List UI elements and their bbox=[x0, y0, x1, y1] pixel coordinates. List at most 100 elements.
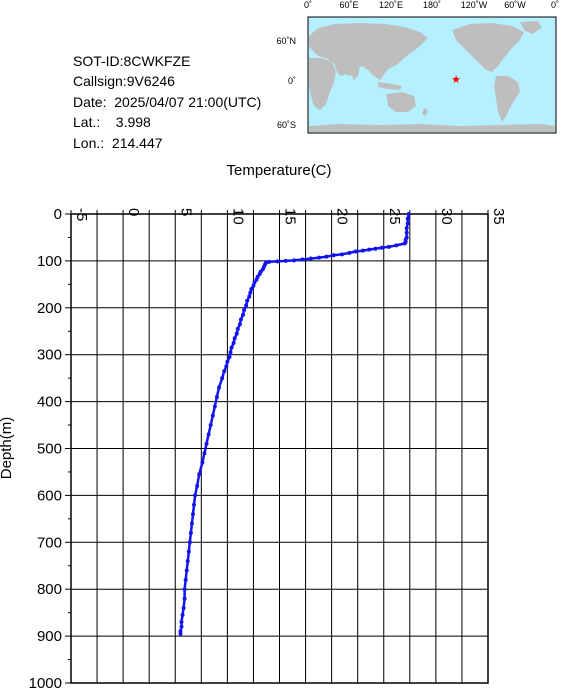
temperature-data-point bbox=[202, 451, 207, 456]
temperature-data-point bbox=[222, 369, 227, 374]
longitude-label: Lon.: 214.447 bbox=[73, 135, 163, 151]
temperature-data-point bbox=[405, 216, 410, 221]
map-lat-label: 60˚S bbox=[277, 120, 296, 130]
temperature-data-point bbox=[229, 345, 234, 350]
y-tick-label: 800 bbox=[37, 581, 62, 598]
temperature-data-point bbox=[234, 331, 239, 336]
land-africa bbox=[309, 58, 336, 110]
temperature-data-point bbox=[192, 502, 197, 507]
temperature-data-point bbox=[404, 230, 409, 235]
temperature-data-point bbox=[292, 258, 297, 263]
temperature-data-point bbox=[405, 221, 410, 226]
temperature-data-point bbox=[204, 441, 209, 446]
temperature-data-point bbox=[249, 287, 254, 292]
temperature-data-point bbox=[178, 631, 183, 636]
x-axis-title: Temperature(C) bbox=[226, 162, 331, 179]
y-tick-label: 100 bbox=[37, 253, 62, 270]
temperature-profile-series bbox=[178, 212, 411, 636]
temperature-data-point bbox=[195, 484, 200, 489]
temperature-data-point bbox=[241, 312, 246, 317]
x-tick-label: 25 bbox=[386, 208, 403, 225]
temperature-data-point bbox=[220, 376, 225, 381]
y-tick-label: 900 bbox=[37, 628, 62, 645]
temperature-data-point bbox=[186, 549, 191, 554]
temperature-data-point bbox=[227, 355, 232, 360]
temperature-data-point bbox=[340, 252, 345, 257]
sot-id-label: SOT-ID:8CWKFZE bbox=[73, 53, 191, 69]
x-tick-label: 30 bbox=[438, 208, 455, 225]
temperature-data-point bbox=[324, 254, 329, 259]
map-lon-label: 180˚ bbox=[423, 0, 441, 10]
map-lon-label: 0˚ bbox=[304, 0, 312, 10]
temperature-data-point bbox=[181, 605, 186, 610]
temperature-data-point bbox=[231, 340, 236, 345]
date-label: Date: 2025/04/07 21:00(UTC) bbox=[73, 94, 262, 110]
temperature-data-point bbox=[235, 326, 240, 331]
temperature-data-point bbox=[353, 249, 358, 254]
y-tick-label: 200 bbox=[37, 300, 62, 317]
temperature-data-point bbox=[406, 212, 411, 216]
temperature-data-point bbox=[179, 624, 184, 629]
temperature-data-point bbox=[193, 493, 198, 498]
temperature-data-point bbox=[228, 350, 233, 355]
temperature-data-point bbox=[275, 259, 280, 264]
land-north-america bbox=[452, 23, 524, 72]
map-lon-label: 120˚W bbox=[461, 0, 488, 10]
temperature-data-point bbox=[179, 620, 184, 625]
world-map: 0˚ 60˚E 120˚E 180˚ 120˚W 60˚W 0˚ 60˚N 0˚… bbox=[276, 0, 559, 134]
y-tick-label: 500 bbox=[37, 441, 62, 458]
temperature-data-point bbox=[217, 385, 222, 390]
x-tick-label: 35 bbox=[490, 208, 507, 225]
temperature-data-point bbox=[257, 272, 262, 277]
temperature-data-point bbox=[185, 559, 190, 564]
temperature-data-point bbox=[379, 245, 384, 250]
temperature-data-point bbox=[283, 258, 288, 263]
land-indonesia bbox=[378, 82, 402, 90]
temperature-data-point bbox=[394, 243, 399, 248]
temperature-data-point bbox=[373, 246, 378, 251]
temperature-data-point bbox=[214, 394, 219, 399]
temperature-data-point bbox=[331, 253, 336, 258]
map-lon-label: 60˚W bbox=[504, 0, 526, 10]
temperature-data-point bbox=[182, 587, 187, 592]
temperature-data-point bbox=[232, 336, 237, 341]
temperature-data-point bbox=[208, 423, 213, 428]
y-tick-label: 400 bbox=[37, 394, 62, 411]
land-arabia bbox=[334, 62, 346, 76]
map-land bbox=[309, 21, 555, 132]
y-tick-label: 0 bbox=[54, 206, 62, 223]
latitude-label: Lat.: 3.998 bbox=[73, 114, 151, 130]
temperature-data-point bbox=[245, 298, 250, 303]
y-tick-label: 700 bbox=[37, 534, 62, 551]
temperature-data-point bbox=[190, 512, 195, 517]
x-tick-label: 10 bbox=[229, 208, 246, 225]
temperature-data-point bbox=[386, 244, 391, 249]
temperature-data-point bbox=[188, 530, 193, 535]
temperature-data-point bbox=[210, 413, 215, 418]
map-lon-label: 60˚E bbox=[339, 0, 358, 10]
land-india bbox=[350, 66, 360, 80]
temperature-data-point bbox=[184, 568, 189, 573]
temperature-data-point bbox=[225, 359, 230, 364]
y-tick-label: 1000 bbox=[29, 675, 62, 690]
land-australia bbox=[386, 92, 416, 112]
callsign-label: Callsign:9V6246 bbox=[73, 73, 175, 89]
temperature-data-point bbox=[252, 280, 257, 285]
temperature-data-point bbox=[404, 226, 409, 231]
temperature-data-point bbox=[183, 577, 188, 582]
temperature-data-point bbox=[402, 241, 407, 246]
x-tick-label: -5 bbox=[73, 208, 90, 221]
temperature-data-point bbox=[367, 247, 372, 252]
map-lat-label: 60˚N bbox=[276, 36, 296, 46]
temperature-data-point bbox=[308, 256, 313, 261]
temperature-data-point bbox=[267, 259, 272, 264]
temperature-data-point bbox=[317, 255, 322, 260]
temperature-data-point bbox=[224, 364, 229, 369]
temperature-data-point bbox=[360, 248, 365, 253]
temperature-profile-line bbox=[179, 213, 411, 634]
x-tick-label: 0 bbox=[125, 208, 142, 216]
temperature-depth-plot: -5 0 5 10 15 20 25 30 35 0 100 200 300 400 500 600 700 8… bbox=[0, 162, 507, 690]
land-south-america bbox=[494, 76, 520, 122]
x-tick-label: 20 bbox=[334, 208, 351, 225]
y-tick-label: 300 bbox=[37, 347, 62, 364]
